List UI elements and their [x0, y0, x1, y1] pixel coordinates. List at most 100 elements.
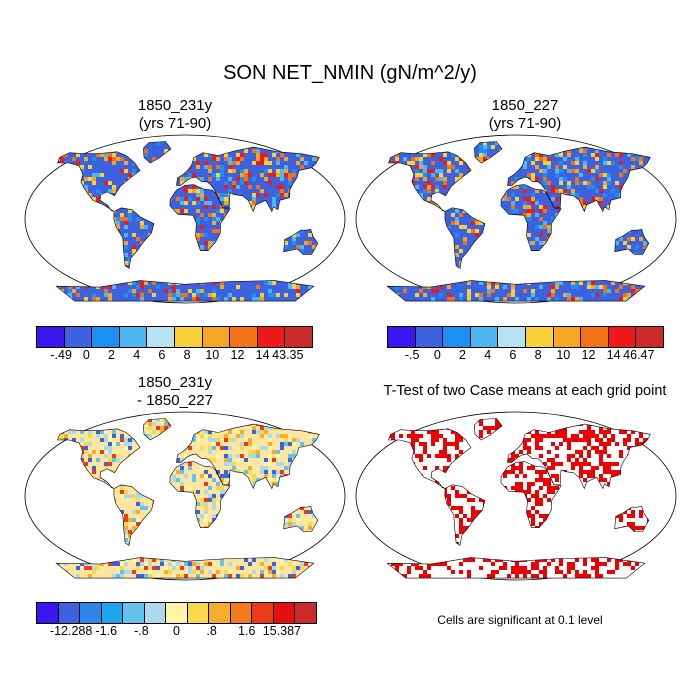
colorbar-tick-label: .8 [206, 624, 217, 638]
coastline-australia [283, 505, 319, 532]
colorbar-box [256, 326, 286, 348]
colorbar-box [414, 326, 444, 348]
coastline-australia [614, 228, 650, 255]
panel2-title-line1: 1850_227 [491, 97, 559, 114]
colorbar-box [387, 326, 416, 348]
colorbar-box [165, 602, 188, 624]
colorbar-tick-label: -12.288 [49, 624, 93, 638]
colorbar-box [294, 602, 317, 624]
coastline-north-america [57, 151, 141, 212]
colorbar-box [36, 602, 59, 624]
colorbar-box [122, 602, 145, 624]
panel2-title-line2: (yrs 71-90) [488, 115, 562, 132]
colorbar-tick-label: 6 [158, 348, 166, 362]
colorbar-tick-label: 0 [433, 348, 441, 362]
colorbar-box [173, 326, 203, 348]
colorbar-box [91, 326, 120, 348]
panel3-title-line2: - 1850_227 [137, 392, 213, 409]
colorbar-1850-227-labels: -.5 0 2 4 6 8 10 12 14 46.47 [387, 348, 664, 364]
panel3-title-line1: 1850_231y [137, 374, 213, 391]
coastline-south-america [113, 207, 155, 270]
coastline-south-america [444, 484, 486, 547]
coastline-north-america [388, 151, 472, 212]
panel3-title: 1850_231y - 1850_227 [50, 374, 300, 410]
colorbar-box [57, 602, 81, 624]
colorbar-1850-227 [387, 326, 664, 348]
coastline-south-america [444, 207, 486, 270]
coastline-antarctica [55, 557, 315, 579]
colorbar-tick-label: 6 [509, 348, 517, 362]
coastline-greenland [143, 141, 172, 164]
colorbar-tick-label: -.49 [50, 348, 72, 362]
coastline-africa [169, 461, 231, 528]
map-panel-ttest [355, 411, 677, 581]
colorbar-box [118, 326, 148, 348]
coastline-eurasia [176, 146, 320, 213]
colorbar-box [442, 326, 471, 348]
colorbar-tick-label: 8 [534, 348, 542, 362]
colorbar-tick-label: 0 [82, 348, 90, 362]
colorbar-tick-label: -.5 [404, 348, 420, 362]
colorbar-tick-label: 12 [581, 348, 596, 362]
coastline-eurasia [507, 423, 651, 490]
coastline-australia [614, 505, 650, 532]
coastline-greenland [474, 141, 503, 164]
colorbar-box [284, 326, 313, 348]
map-panel-1850-231y [24, 134, 346, 304]
coastline-africa [500, 461, 562, 528]
colorbar-tick-label: 46.47 [623, 348, 655, 362]
colorbar-tick-label: 43.35 [272, 348, 304, 362]
coastline-greenland [474, 418, 503, 441]
colorbar-tick-label: 10 [205, 348, 220, 362]
coastline-africa [169, 184, 231, 251]
coastline-greenland [143, 418, 172, 441]
colorbar-box [607, 326, 637, 348]
coastline-antarctica [386, 280, 646, 302]
colorbar-tick-label: 0 [173, 624, 180, 638]
colorbar-box [36, 326, 65, 348]
colorbar-box [208, 602, 231, 624]
colorbar-tick-label: 14 [255, 348, 270, 362]
colorbar-box [201, 326, 231, 348]
colorbar-box [635, 326, 664, 348]
colorbar-tick-label: 10 [556, 348, 571, 362]
panel1-title-line1: 1850_231y [137, 97, 213, 114]
panel1-title-line2: (yrs 71-90) [138, 115, 212, 132]
coastline-antarctica [55, 280, 315, 302]
panel4-title: T-Test of two Case means at each grid po… [383, 383, 667, 399]
colorbar-box [251, 602, 274, 624]
colorbar-box [229, 602, 253, 624]
colorbar-box [580, 326, 609, 348]
coastline-eurasia [507, 146, 651, 213]
colorbar-box [146, 326, 175, 348]
colorbar-tick-label: 2 [108, 348, 116, 362]
coastline-australia [283, 228, 319, 255]
colorbar-tick-label: 12 [230, 348, 245, 362]
colorbar-difference-labels: -12.288 -1.6 -.8 0 .8 1.6 15.387 [36, 624, 317, 640]
colorbar-tick-label: 4 [484, 348, 492, 362]
coastline-north-america [57, 428, 141, 489]
colorbar-1850-231y-labels: -.49 0 2 4 6 8 10 12 14 43.35 [36, 348, 313, 364]
colorbar-tick-label: 14 [606, 348, 621, 362]
colorbar-box [272, 602, 296, 624]
colorbar-tick-label: 15.387 [262, 624, 301, 638]
colorbar-box [63, 326, 93, 348]
colorbar-tick-label: 4 [133, 348, 141, 362]
colorbar-box [229, 326, 258, 348]
colorbar-tick-label: -.8 [134, 624, 149, 638]
colorbar-box [524, 326, 554, 348]
colorbar-tick-label: 2 [459, 348, 467, 362]
colorbar-box [469, 326, 499, 348]
colorbar-tick-label: -1.6 [95, 624, 118, 638]
figure-title: SON NET_NMIN (gN/m^2/y) [223, 62, 477, 84]
coastline-eurasia [176, 423, 320, 490]
coastline-antarctica [386, 557, 646, 579]
coastline-africa [500, 184, 562, 251]
colorbar-tick-label: 1.6 [238, 624, 256, 638]
coastline-south-america [113, 484, 155, 547]
colorbar-box [100, 602, 124, 624]
coastline-north-america [388, 428, 472, 489]
panel2-title: 1850_227 (yrs 71-90) [400, 97, 650, 133]
colorbar-1850-231y [36, 326, 313, 348]
map-panel-1850-227 [355, 134, 677, 304]
